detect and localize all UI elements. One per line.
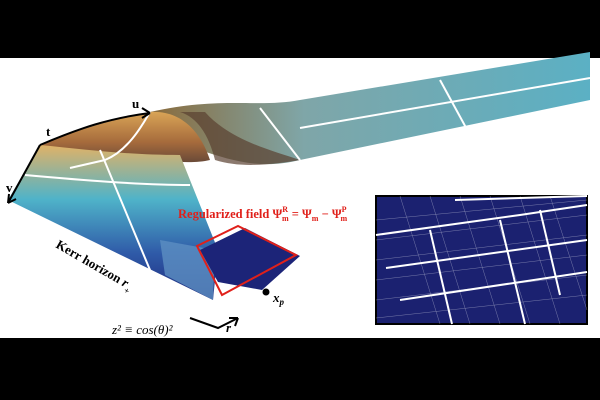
red-region	[195, 224, 299, 297]
surface-trough	[180, 112, 300, 165]
inset	[375, 195, 588, 325]
particle-point	[262, 288, 270, 296]
axis-arrows	[7, 107, 239, 330]
surface-far	[150, 52, 590, 165]
label-u: u	[132, 96, 139, 111]
label-t: t	[46, 124, 51, 139]
label-xp: xp	[272, 290, 285, 307]
label-r: r	[226, 320, 232, 335]
label-regularized: Regularized field ΨR m = Ψm − ΨP m	[178, 205, 347, 223]
label-v: v	[6, 180, 13, 195]
label-z: z² ≡ cos(θ)²	[111, 322, 174, 337]
